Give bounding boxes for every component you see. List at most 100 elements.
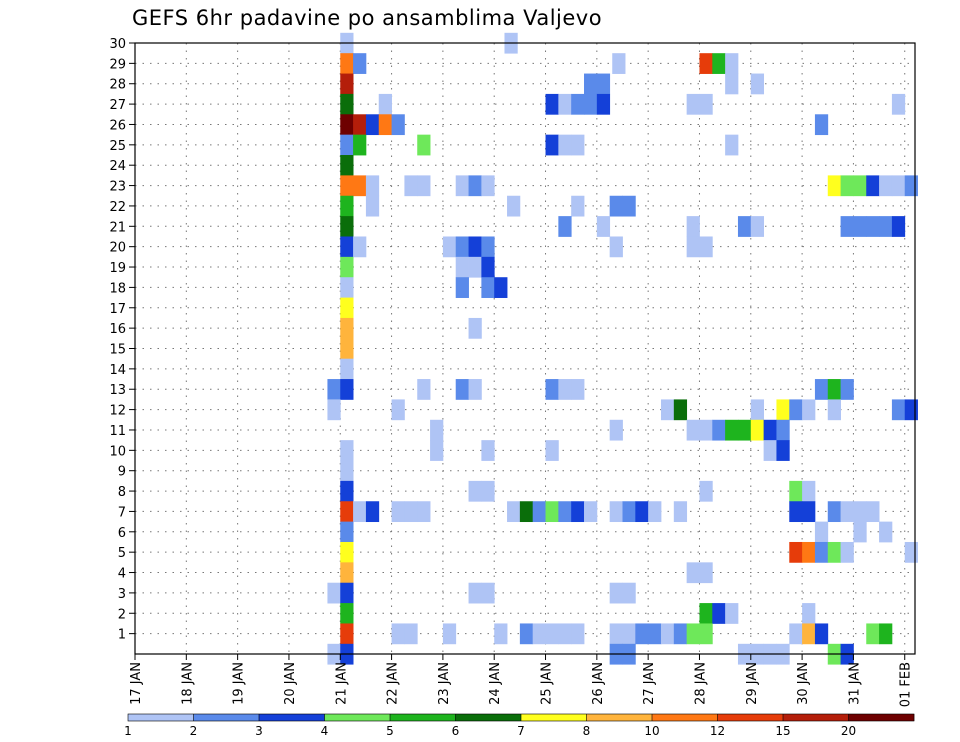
heatmap-cell <box>584 93 598 115</box>
heatmap-cell <box>814 623 829 645</box>
heatmap-cell <box>340 53 354 74</box>
heatmap-cell <box>404 623 418 645</box>
y-tick-label: 1 <box>118 628 126 643</box>
heatmap-cell <box>365 114 380 136</box>
heatmap-cell <box>609 582 623 604</box>
heatmap-cell <box>814 379 829 400</box>
heatmap-cell <box>532 623 546 645</box>
legend-label: 3 <box>255 724 263 738</box>
heatmap-cell <box>609 419 623 441</box>
x-tick-label: 21 JAN <box>334 662 349 705</box>
heatmap-cell <box>622 195 636 217</box>
y-tick-label: 24 <box>109 159 126 174</box>
heatmap-cell <box>789 501 803 523</box>
heatmap-cell <box>776 440 790 461</box>
heatmap-cell <box>776 399 790 421</box>
heatmap-cell <box>750 399 765 421</box>
chart-title: GEFS 6hr padavine po ansamblima Valjevo <box>132 6 603 30</box>
heatmap-cell <box>507 501 521 523</box>
heatmap-cell <box>571 134 585 156</box>
heatmap-cell <box>340 582 354 604</box>
y-tick-label: 22 <box>109 200 126 215</box>
heatmap-cell <box>353 53 367 74</box>
heatmap-cell <box>699 623 713 645</box>
y-tick-label: 30 <box>109 37 126 52</box>
heatmap-cell <box>622 623 636 645</box>
legend-label: 2 <box>190 724 198 738</box>
y-tick-label: 19 <box>109 261 126 276</box>
heatmap-cell <box>558 623 572 645</box>
heatmap-cell <box>468 256 482 278</box>
heatmap-cell <box>430 419 444 441</box>
x-tick-label: 30 JAN <box>796 662 811 705</box>
heatmap-cell <box>725 73 739 95</box>
heatmap-cell <box>340 73 354 95</box>
heatmap-cell <box>673 623 688 645</box>
heatmap-cell <box>904 175 918 197</box>
heatmap-cell <box>468 480 482 502</box>
heatmap-cell <box>802 603 816 624</box>
y-tick-label: 11 <box>109 424 126 439</box>
heatmap-cell <box>763 440 777 461</box>
heatmap-cell <box>327 379 341 400</box>
heatmap-cell <box>648 501 662 523</box>
heatmap-cell <box>353 501 367 523</box>
heatmap-cell <box>455 236 469 258</box>
heatmap-cell <box>532 501 546 523</box>
heatmap-cell <box>853 521 867 543</box>
x-tick-label: 27 JAN <box>642 662 657 705</box>
heatmap-cell <box>840 175 854 197</box>
heatmap-cell <box>340 134 354 156</box>
heatmap-cell <box>365 501 380 523</box>
heatmap-cell <box>802 399 816 421</box>
y-tick-label: 28 <box>109 78 126 93</box>
x-tick-label: 25 JAN <box>540 662 555 705</box>
heatmap-cell <box>827 175 841 197</box>
heatmap-cell <box>866 623 880 645</box>
heatmap-cell <box>789 399 803 421</box>
heatmap-cell <box>840 541 854 563</box>
heatmap-cell <box>712 419 726 441</box>
heatmap-cell <box>750 216 765 237</box>
legend-swatch <box>586 714 653 721</box>
heatmap-cell <box>417 134 431 156</box>
heatmap-cell <box>468 236 482 258</box>
heatmap-cell <box>545 379 559 400</box>
heatmap-cell <box>558 93 572 115</box>
heatmap-cell <box>660 399 675 421</box>
heatmap-cell <box>686 623 700 645</box>
heatmap-cell <box>340 603 354 624</box>
y-tick-label: 4 <box>118 567 126 582</box>
heatmap-cell <box>340 236 354 258</box>
heatmap-cell <box>442 623 457 645</box>
heatmap-cell <box>686 93 700 115</box>
y-tick-label: 8 <box>118 485 126 500</box>
heatmap-cell <box>686 236 700 258</box>
heatmap-cell <box>904 541 918 563</box>
heatmap-cell <box>879 623 893 645</box>
x-tick-label: 01 FEB <box>899 662 914 707</box>
heatmap-cell <box>699 93 713 115</box>
legend-label: 7 <box>517 724 525 738</box>
heatmap-cell <box>879 175 893 197</box>
heatmap-cell <box>622 501 636 523</box>
heatmap-cell <box>545 440 559 461</box>
legend-swatch <box>259 714 325 721</box>
heatmap-cell <box>327 582 341 604</box>
heatmap-cell <box>891 93 906 115</box>
heatmap-cell <box>378 114 392 136</box>
heatmap-cell <box>699 562 713 584</box>
heatmap-cell <box>612 53 626 74</box>
legend-swatch <box>652 714 718 721</box>
heatmap-cell <box>340 216 354 237</box>
x-tick-label: 17 JAN <box>129 662 144 705</box>
heatmap-cell <box>635 623 649 645</box>
heatmap-cell <box>365 195 380 217</box>
y-tick-label: 25 <box>109 139 126 154</box>
heatmap-cell <box>340 480 354 502</box>
heatmap-cell <box>340 256 354 278</box>
heatmap-cell <box>776 419 790 441</box>
y-tick-label: 26 <box>109 118 126 133</box>
heatmap-cell <box>699 480 713 502</box>
y-tick-label: 14 <box>109 363 126 378</box>
